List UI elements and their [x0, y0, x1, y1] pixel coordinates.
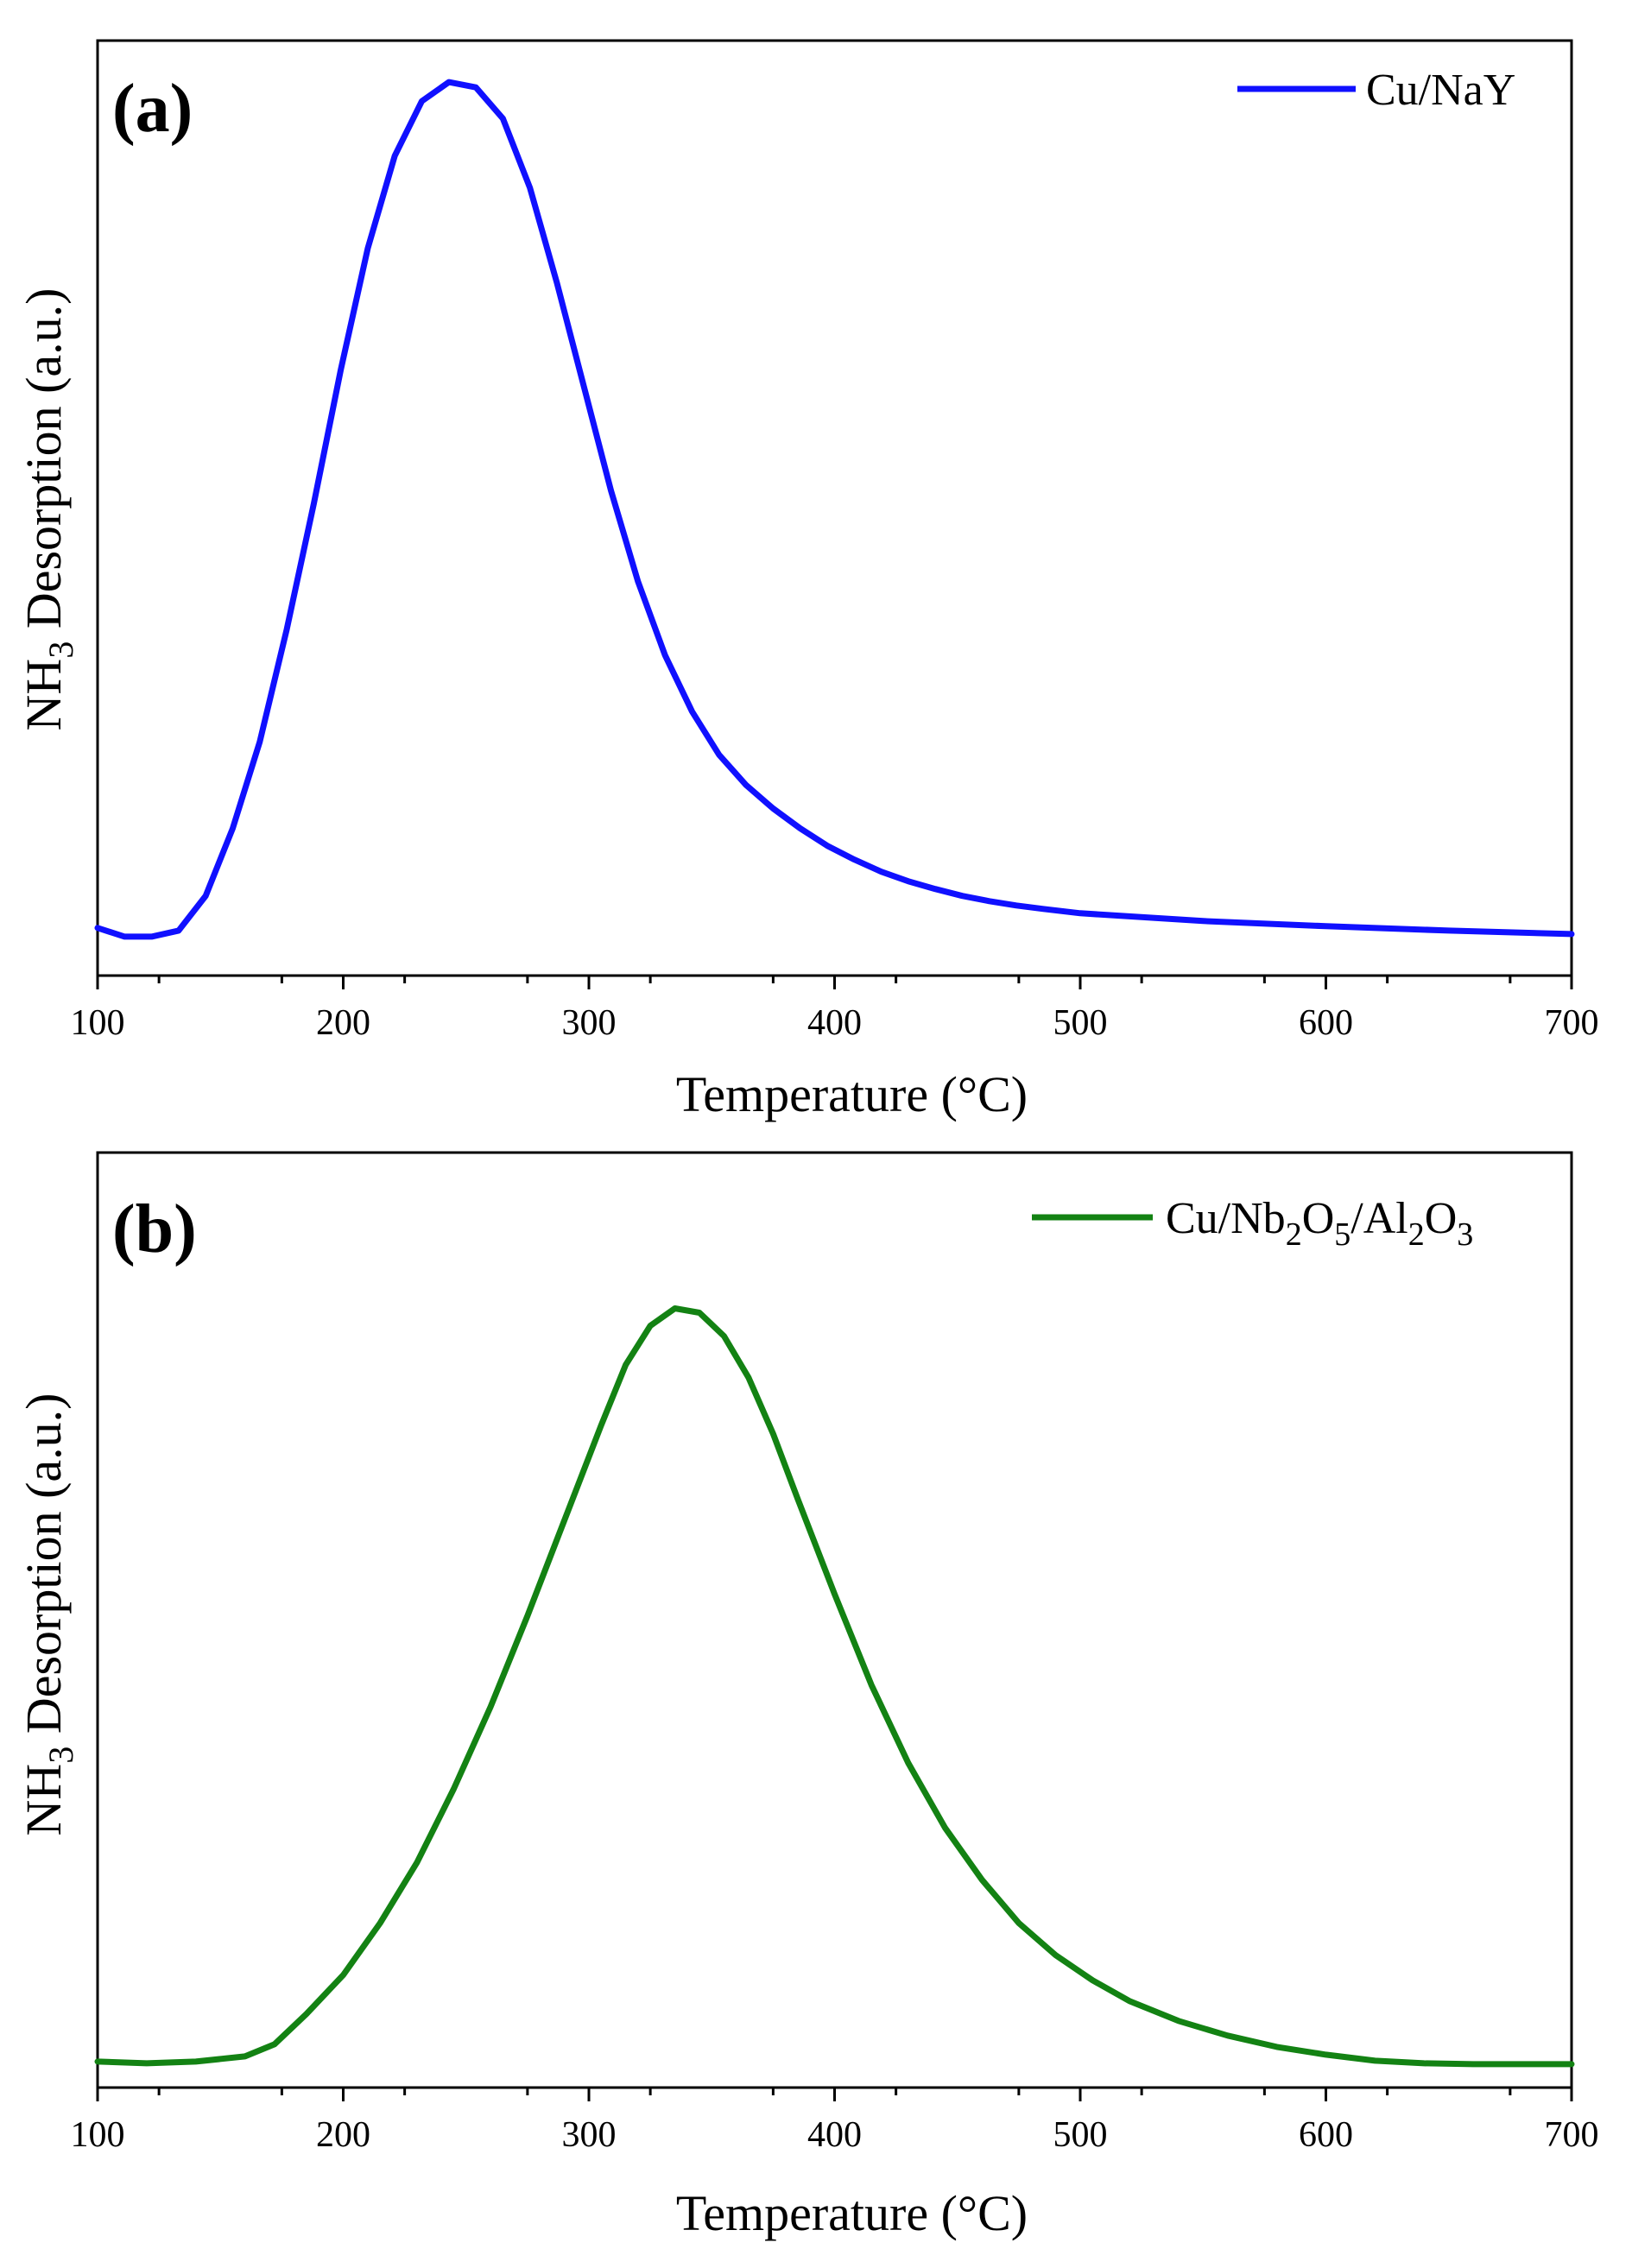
- y-axis-title: NH3 Desorption (a.u.): [16, 1393, 80, 1836]
- y-axis-title-sub: 3: [41, 641, 80, 659]
- x-axis-title: Temperature (°C): [676, 2185, 1028, 2241]
- x-axis-title: Temperature (°C): [676, 1066, 1028, 1122]
- x-tick-label: 400: [807, 2115, 862, 2155]
- y-axis-title-sub: 3: [41, 1747, 80, 1764]
- legend-label-part: Cu/Nb: [1166, 1194, 1286, 1243]
- x-tick-label: 400: [807, 1003, 862, 1043]
- legend-label-part: O: [1302, 1194, 1335, 1243]
- chart-panel-a: 100 200 300 400 500 600 700 Temperature (°C) NH3…: [16, 39, 1599, 1122]
- y-axis-title-main: NH: [16, 659, 72, 731]
- legend-label-sub: 5: [1334, 1216, 1351, 1253]
- panel-label: (b): [112, 1191, 197, 1267]
- legend-label: Cu/NaY: [1366, 66, 1515, 115]
- y-axis-title-rest: Desorption (a.u.): [16, 288, 72, 641]
- x-tick-label: 200: [316, 1003, 370, 1043]
- series-line: [94, 79, 1575, 940]
- y-axis-title-main: NH: [16, 1764, 72, 1836]
- x-tick-label: 200: [316, 2115, 370, 2155]
- legend-label-sub: 2: [1286, 1216, 1302, 1253]
- x-tick-label: 100: [71, 1003, 125, 1043]
- x-tick-label: 600: [1299, 2115, 1353, 2155]
- x-tick-label: 600: [1299, 1003, 1353, 1043]
- x-tick-label: 300: [562, 1003, 617, 1043]
- legend-label-sub: 3: [1457, 1216, 1473, 1253]
- x-tick-label: 100: [71, 2115, 125, 2155]
- legend-label-part: O: [1425, 1194, 1458, 1243]
- y-axis-title-rest: Desorption (a.u.): [16, 1393, 72, 1747]
- series-line: [94, 1305, 1575, 2068]
- x-tick-label: 700: [1545, 2115, 1599, 2155]
- x-tick-label: 700: [1545, 1003, 1599, 1043]
- legend-label-sub: 2: [1408, 1216, 1425, 1253]
- legend-label-part: /Al: [1351, 1194, 1407, 1243]
- legend-label: Cu/Nb2O5/Al2O3: [1166, 1194, 1473, 1253]
- legend-label-part: Cu/NaY: [1366, 66, 1515, 115]
- panel-label: (a): [112, 71, 193, 147]
- x-tick-label: 500: [1053, 1003, 1108, 1043]
- x-tick-label: 300: [562, 2115, 617, 2155]
- x-tick-label: 500: [1053, 2115, 1108, 2155]
- y-axis-title: NH3 Desorption (a.u.): [16, 288, 80, 731]
